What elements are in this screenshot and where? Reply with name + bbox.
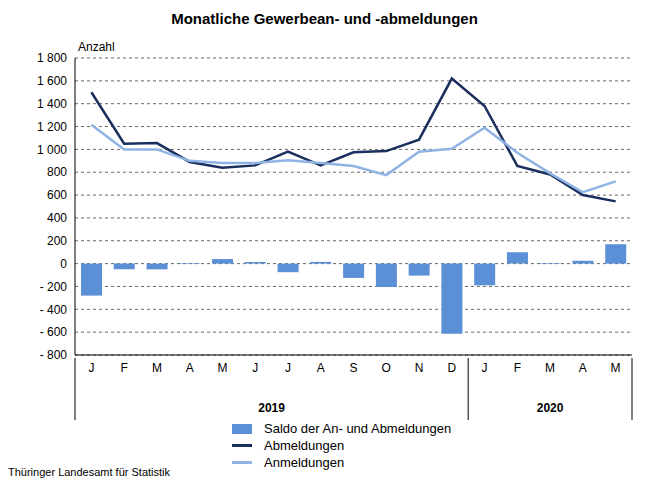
html-text:Anmeldungen: Anmeldungen — [264, 455, 345, 470]
svg-text:J: J — [252, 361, 258, 375]
html-text:Thüringer Landesamt für Statis: Thüringer Landesamt für Statistik — [8, 466, 170, 478]
svg-text:O: O — [382, 361, 391, 375]
html-text:Abmeldungen: Abmeldungen — [264, 438, 345, 453]
svg-text:2020: 2020 — [537, 401, 564, 415]
svg-text:J: J — [88, 361, 94, 375]
svg-text:A: A — [317, 361, 325, 375]
svg-text:- 200: - 200 — [40, 280, 68, 294]
svg-text:1 200: 1 200 — [37, 120, 67, 134]
svg-text:M: M — [152, 361, 162, 375]
svg-text:1 600: 1 600 — [37, 74, 67, 88]
html-text:Anzahl: Anzahl — [78, 40, 115, 54]
svg-text:M: M — [545, 361, 555, 375]
svg-text:800: 800 — [47, 165, 67, 179]
svg-text:J: J — [482, 361, 488, 375]
svg-text:- 600: - 600 — [40, 325, 68, 339]
svg-text:0: 0 — [60, 257, 67, 271]
svg-text:M: M — [611, 361, 621, 375]
svg-text:600: 600 — [47, 188, 67, 202]
svg-text:F: F — [120, 361, 127, 375]
svg-text:S: S — [349, 361, 357, 375]
svg-text:- 400: - 400 — [40, 303, 68, 317]
svg-text:D: D — [447, 361, 456, 375]
svg-text:A: A — [579, 361, 587, 375]
svg-text:200: 200 — [47, 234, 67, 248]
svg-text:400: 400 — [47, 211, 67, 225]
html-text:Saldo der An- und Abmeldungen: Saldo der An- und Abmeldungen — [264, 421, 452, 436]
svg-text:- 800: - 800 — [40, 348, 68, 362]
svg-text:M: M — [217, 361, 227, 375]
svg-text:1 400: 1 400 — [37, 97, 67, 111]
svg-text:A: A — [186, 361, 194, 375]
svg-text:2019: 2019 — [258, 401, 285, 415]
html-text:Monatliche Gewerbean- und -abm: Monatliche Gewerbean- und -abmeldungen — [171, 10, 478, 27]
svg-text:J: J — [285, 361, 291, 375]
svg-text:F: F — [514, 361, 521, 375]
svg-text:1 800: 1 800 — [37, 51, 67, 65]
svg-text:N: N — [415, 361, 424, 375]
svg-text:1 000: 1 000 — [37, 143, 67, 157]
